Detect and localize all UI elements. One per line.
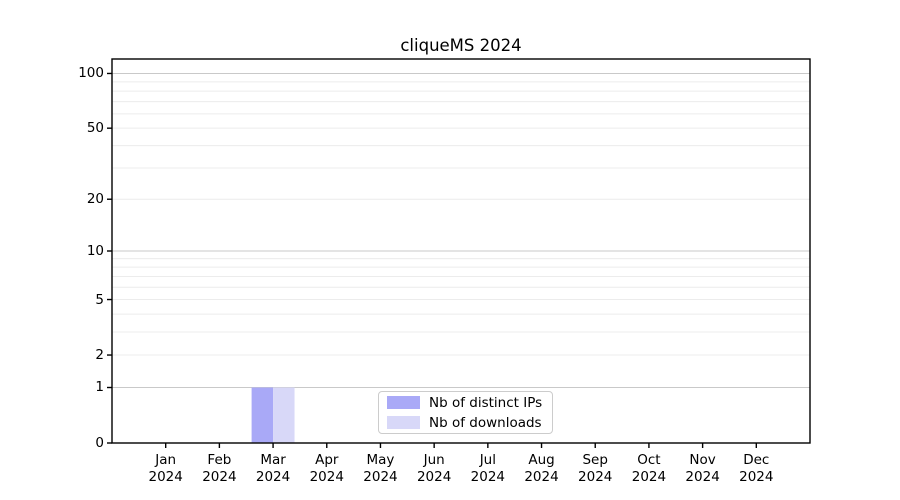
- legend-entry-distinct-ips: Nb of distinct IPs: [387, 395, 542, 411]
- x-tick-label-oct-2024: Oct 2024: [631, 452, 667, 485]
- legend: Nb of distinct IPs Nb of downloads: [378, 391, 554, 434]
- legend-label-downloads: Nb of downloads: [429, 414, 542, 431]
- x-tick-label-mar-2024: Mar 2024: [255, 452, 291, 485]
- y-tick-label-5: 5: [95, 291, 104, 308]
- x-tick-label-apr-2024: Apr 2024: [309, 452, 344, 485]
- x-tick-label-feb-2024: Feb 2024: [202, 452, 237, 485]
- y-tick-label-2: 2: [95, 347, 104, 364]
- x-tick-label-jul-2024: Jul 2024: [470, 452, 506, 485]
- legend-swatch-distinct-ips: [387, 396, 420, 409]
- y-tick-label-10: 10: [86, 243, 104, 259]
- x-tick-label-sep-2024: Sep 2024: [578, 452, 613, 485]
- chart-title: cliqueMS 2024: [400, 36, 522, 55]
- y-tick-label-0: 0: [95, 435, 104, 451]
- x-tick-label-aug-2024: Aug 2024: [524, 452, 559, 485]
- y-tick-label-20: 20: [86, 191, 104, 208]
- x-tick-label-jun-2024: Jun 2024: [416, 452, 452, 485]
- x-tick-label-may-2024: May 2024: [363, 452, 398, 485]
- x-tick-label-dec-2024: Dec 2024: [739, 452, 774, 485]
- y-tick-label-100: 100: [78, 65, 104, 82]
- y-tick-label-50: 50: [86, 120, 104, 137]
- x-tick-label-jan-2024: Jan 2024: [148, 452, 183, 485]
- legend-entry-downloads: Nb of downloads: [387, 415, 542, 431]
- legend-label-distinct-ips: Nb of distinct IPs: [429, 394, 543, 411]
- bar-nb-of-distinct-ips-mar-2024: [251, 387, 274, 443]
- y-tick-label-1: 1: [95, 379, 104, 396]
- legend-swatch-downloads: [387, 416, 420, 429]
- bar-nb-of-downloads-mar-2024: [273, 387, 295, 443]
- x-tick-label-nov-2024: Nov 2024: [685, 452, 720, 485]
